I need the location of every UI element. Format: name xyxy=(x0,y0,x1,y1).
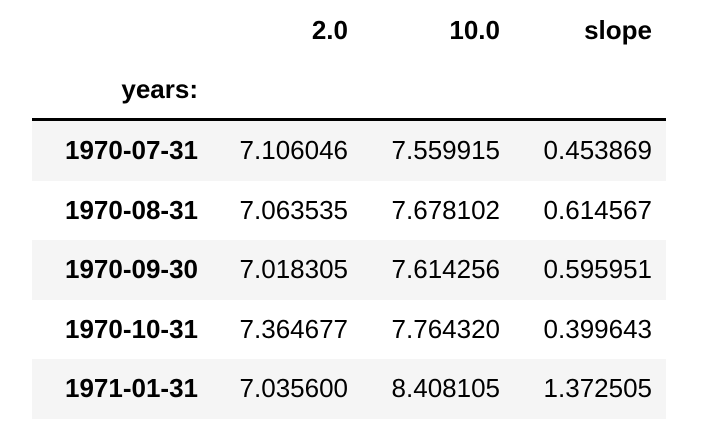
cell-slope: 0.453869 xyxy=(543,135,652,166)
cell-10: 7.678102 xyxy=(391,194,500,225)
cell-slope: 1.372505 xyxy=(543,373,652,404)
column-header-slope: slope xyxy=(584,14,652,45)
row-index: 1970-07-31 xyxy=(65,135,198,166)
dataframe-table: 2.0 10.0 slope years: 1970-07-31 7.10604… xyxy=(32,0,666,419)
index-name-row: years: xyxy=(32,60,666,118)
cell-2: 7.063535 xyxy=(239,194,348,225)
table-row: 1970-08-31 7.063535 7.678102 0.614567 xyxy=(32,181,666,241)
cell-slope: 0.399643 xyxy=(543,313,652,344)
column-header-2: 2.0 xyxy=(311,14,348,45)
column-header-10: 10.0 xyxy=(449,14,500,45)
column-header-row: 2.0 10.0 slope xyxy=(32,0,666,60)
cell-10: 7.764320 xyxy=(391,313,500,344)
cell-10: 8.408105 xyxy=(391,373,500,404)
table-row: 1970-09-30 7.018305 7.614256 0.595951 xyxy=(32,240,666,300)
header-divider xyxy=(32,118,666,121)
table-row: 1971-01-31 7.035600 8.408105 1.372505 xyxy=(32,359,666,419)
cell-2: 7.018305 xyxy=(239,254,348,285)
row-index: 1970-08-31 xyxy=(65,194,198,225)
table-row: 1970-10-31 7.364677 7.764320 0.399643 xyxy=(32,300,666,360)
row-index: 1970-09-30 xyxy=(65,254,198,285)
cell-10: 7.559915 xyxy=(391,135,500,166)
index-name-label: years: xyxy=(121,73,198,104)
row-index: 1970-10-31 xyxy=(65,313,198,344)
cell-10: 7.614256 xyxy=(391,254,500,285)
cell-slope: 0.595951 xyxy=(543,254,652,285)
cell-2: 7.364677 xyxy=(239,313,348,344)
table-row: 1970-07-31 7.106046 7.559915 0.453869 xyxy=(32,121,666,181)
cell-2: 7.106046 xyxy=(239,135,348,166)
cell-slope: 0.614567 xyxy=(543,194,652,225)
cell-2: 7.035600 xyxy=(239,373,348,404)
row-index: 1971-01-31 xyxy=(65,373,198,404)
